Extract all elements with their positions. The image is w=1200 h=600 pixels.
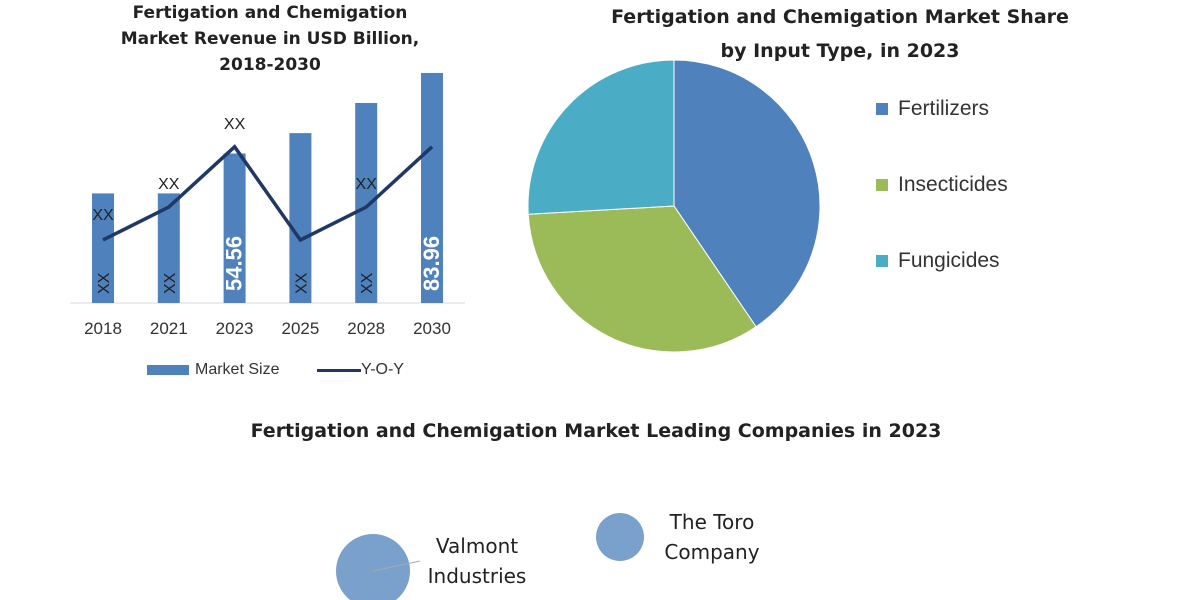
legend-swatch [147,365,189,375]
legend-market-size: Market Size [147,361,279,379]
x-tick-label: 2021 [150,319,188,338]
pie-title-line: Fertigation and Chemigation Market Share [611,6,1069,28]
legend-swatch [876,179,888,191]
yoy-data-label: XX [224,116,246,133]
legend-swatch [876,255,888,267]
legend-label: Insecticides [898,173,1008,196]
bubble-chart-title: Fertigation and Chemigation Market Leadi… [250,420,942,442]
pie-slice-insecticides [527,205,757,353]
legend-fertilizers: Fertilizers [876,97,989,121]
bubble-label: Industries [428,564,527,588]
legend-fungicides: Fungicides [876,249,1000,273]
bar-data-label: XX [162,272,179,294]
bar-chart-title: Fertigation and Chemigation Market Reven… [80,0,460,78]
legend-yoy: Y-O-Y [317,361,404,379]
pie-slice-fertilizers [673,59,821,328]
bar-data-label: XX [96,272,113,294]
bubble-label: Valmont [436,534,518,558]
bar-title-line: Fertigation and Chemigation [132,3,408,23]
bubble-0 [336,534,410,600]
yoy-line [102,144,434,243]
legend-line [317,368,361,372]
x-tick-label: 2018 [84,319,122,338]
legend-label: Fertilizers [898,97,990,120]
bar-2023 [223,153,246,303]
bubble-label: The Toro [669,510,755,534]
bar-data-label: 83.96 [419,236,444,291]
pie-slice-fungicides [527,59,675,215]
bar-title-line: 2018-2030 [219,55,321,75]
bubble-label: Company [664,540,759,564]
legend-label: Market Size [195,361,280,378]
legend-label: Fungicides [898,249,1000,272]
leader-line [372,560,421,572]
x-tick-label: 2028 [347,319,385,338]
bubble-1 [596,513,644,561]
x-tick-label: 2030 [413,319,451,338]
bar-2025 [289,133,312,303]
yoy-data-label: XX [158,176,180,193]
bar-2021 [157,193,180,303]
pie-title-line: by Input Type, in 2023 [720,40,960,62]
legend-insecticides: Insecticides [876,173,1008,197]
bar-data-label: XX [359,272,376,294]
bar-data-label: 54.56 [222,236,247,291]
legend-swatch [876,103,888,115]
yoy-data-label: XX [92,207,114,224]
bar-2028 [355,102,378,303]
yoy-data-label: XX [356,176,378,193]
legend-label: Y-O-Y [361,361,404,378]
bar-2018 [92,193,114,303]
x-tick-label: 2025 [281,319,319,338]
bar-title-line: Market Revenue in USD Billion, [120,29,420,49]
bar-data-label: XX [293,272,310,294]
bar-2030 [421,72,443,303]
x-tick-label: 2023 [216,319,254,338]
pie-chart-title: Fertigation and Chemigation Market Share… [560,0,1120,68]
